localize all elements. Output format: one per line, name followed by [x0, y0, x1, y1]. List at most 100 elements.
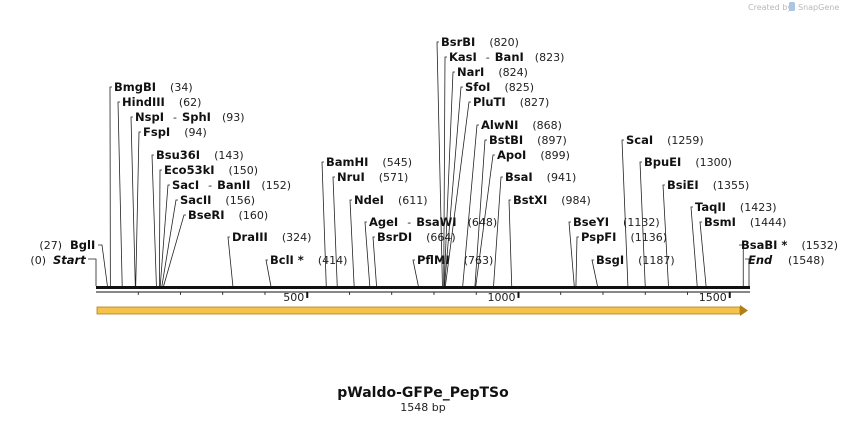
site-leader-line — [444, 86, 463, 287]
site-position: (156) — [225, 194, 255, 207]
site-name: BsmI — [704, 215, 736, 229]
site-position: (1132) — [623, 216, 660, 229]
site-name: AgeI — [369, 215, 398, 229]
site-bstbi: BstBI (897) — [474, 133, 567, 287]
site-position: (820) — [489, 36, 519, 49]
site-kasi: KasI - BanI (823) — [443, 50, 564, 287]
site-name: BsiEI — [667, 178, 699, 192]
site-leader-line — [699, 221, 707, 287]
start-position: (0) — [30, 254, 46, 267]
site-position: (827) — [520, 96, 550, 109]
site-leader-line — [621, 139, 629, 287]
site-name: NspI — [135, 110, 164, 124]
site-isoschizomer: SphI — [182, 110, 211, 124]
site-nrui: NruI (571) — [332, 170, 408, 287]
site-leader-line — [109, 86, 112, 287]
site-name: SacII — [180, 193, 211, 207]
site-name: BclI * — [270, 253, 304, 267]
site-name: NdeI — [354, 193, 384, 207]
tick-label: 500 — [283, 291, 304, 304]
site-position: (984) — [561, 194, 591, 207]
map-title: pWaldo-GFPe_PepTSo — [337, 385, 509, 401]
site-position: (941) — [547, 171, 577, 184]
site-leader-line — [568, 221, 575, 287]
site-position: (152) — [261, 179, 291, 192]
site-position: (93) — [222, 111, 245, 124]
site-leader-line — [690, 206, 698, 287]
site-bgli: BglI (27) — [39, 238, 108, 287]
site-position: (763) — [464, 254, 494, 267]
site-bmgbi: BmgBI (34) — [109, 80, 193, 287]
site-scai: ScaI (1259) — [621, 133, 704, 287]
site-position: (94) — [184, 126, 207, 139]
tick-1500: 1500 — [699, 291, 731, 304]
site-name: PluTI — [473, 95, 506, 109]
site-bsabi: BsaBI * (1532) — [739, 238, 838, 286]
site-name: NruI — [337, 170, 365, 184]
site-position: (899) — [540, 149, 570, 162]
site-separator: - — [486, 51, 490, 64]
site-apoi: ApoI (899) — [475, 148, 570, 287]
site-leader-line — [662, 184, 669, 287]
site-name: BsrBI — [441, 35, 475, 49]
site-bseri: BseRI (160) — [163, 208, 268, 287]
site-separator: - — [208, 179, 212, 192]
site-leader-line — [443, 71, 455, 287]
site-position: (1259) — [667, 134, 704, 147]
site-position: (34) — [170, 81, 193, 94]
site-name: BpuEI — [644, 155, 681, 169]
sequence-axis: 500 1000 1500 — [137, 291, 731, 304]
site-bpuei: BpuEI (1300) — [639, 155, 732, 287]
feature-bar — [96, 306, 741, 315]
restriction-sites: BglI(27) BmgBI (34)HindIII (62)NspI - SphI (93… — [39, 35, 838, 287]
site-name: FspI — [143, 125, 170, 139]
site-position: (150) — [229, 164, 259, 177]
site-leader-line — [227, 236, 234, 287]
site-leader-line — [332, 176, 338, 287]
site-position: (897) — [537, 134, 567, 147]
site-name: Bsu36I — [156, 148, 200, 162]
site-name: SfoI — [465, 80, 490, 94]
site-alwni: AlwNI (868) — [462, 118, 562, 287]
site-pluti: PluTI (827) — [444, 95, 550, 287]
site-hindiii: HindIII (62) — [117, 95, 202, 287]
tick-1000: 1000 — [487, 291, 520, 304]
site-sfoi: SfoI (825) — [444, 80, 534, 287]
site-draiii: DraIII (324) — [227, 230, 312, 287]
site-leader-line — [591, 259, 598, 287]
snapgene-credit: Created by SnapGene — [748, 2, 839, 12]
site-leader-line — [475, 154, 495, 287]
site-name: BstBI — [489, 133, 523, 147]
site-position: (1444) — [750, 216, 787, 229]
site-leader-line — [151, 154, 157, 287]
site-name: NarI — [457, 65, 484, 79]
tick-label: 1000 — [487, 291, 515, 304]
site-leader-line — [161, 199, 178, 287]
site-bamhi: BamHI (545) — [321, 155, 412, 287]
start-label: Start — [53, 253, 86, 267]
site-position: (1423) — [740, 201, 777, 214]
site-name: SacI — [172, 178, 199, 192]
site-position: (324) — [282, 231, 312, 244]
start-leader — [88, 258, 97, 286]
map-size: 1548 bp — [400, 401, 445, 414]
site-name: BmgBI — [114, 80, 156, 94]
site-name: Eco53kI — [164, 163, 215, 177]
site-saci: SacI - BanII (152) — [159, 178, 291, 287]
feature-arrowhead-icon — [740, 305, 748, 316]
site-leader-line — [474, 139, 487, 287]
site-leader-line — [163, 214, 186, 287]
site-leader-line — [364, 221, 371, 287]
site-name: KasI — [449, 50, 477, 64]
site-leader-line — [493, 176, 503, 287]
site-name: ScaI — [626, 133, 653, 147]
site-bsai: BsaI (941) — [493, 170, 577, 287]
site-position: (62) — [179, 96, 202, 109]
site-leader-line — [158, 169, 162, 287]
tick-500: 500 — [283, 291, 309, 304]
site-bsrbi: BsrBI (820) — [436, 35, 519, 287]
site-name: BsgI — [596, 253, 624, 267]
end-position: (1548) — [788, 254, 825, 267]
backbone-line — [96, 286, 750, 289]
site-nspi: NspI - SphI (93) — [130, 110, 245, 287]
